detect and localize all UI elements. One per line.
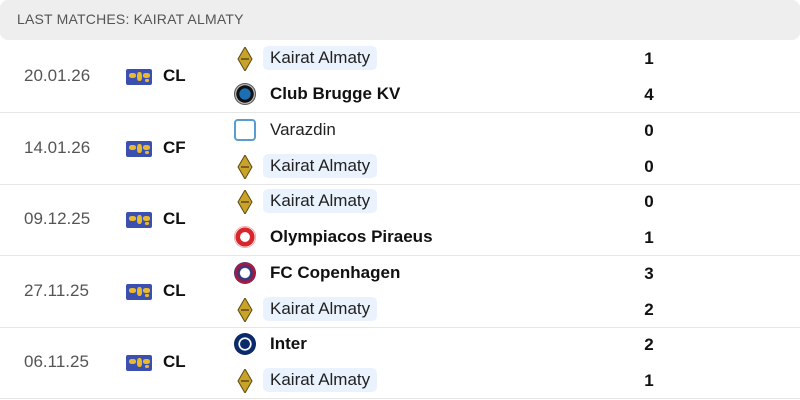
team-name[interactable]: Kairat Almaty — [263, 46, 378, 70]
world-map-icon — [126, 283, 152, 300]
kairat-logo-icon — [234, 368, 256, 395]
team-name[interactable]: Kairat Almaty — [263, 189, 378, 214]
team-score: 1 — [644, 49, 654, 68]
team-home[interactable]: FC Copenhagen 3 — [232, 261, 732, 287]
team-name[interactable]: Varazdin — [270, 119, 336, 139]
team-away[interactable]: Kairat Almaty 2 — [232, 296, 732, 323]
team-away[interactable]: Club Brugge KV 4 — [232, 82, 732, 108]
team-score: 0 — [644, 156, 654, 176]
match-date: 20.01.26 — [24, 66, 91, 85]
team-home[interactable]: Inter 2 — [232, 332, 732, 358]
team-score: 3 — [644, 263, 654, 283]
team-score: 1 — [644, 371, 654, 391]
match-row[interactable]: 06.11.25 CL Inter 2 Kairat Almaty 1 — [0, 327, 800, 400]
team-home[interactable]: Kairat Almaty 0 — [232, 189, 732, 216]
competition-label: CL — [163, 209, 186, 229]
team-name[interactable]: Inter — [270, 334, 307, 354]
match-row[interactable]: 27.11.25 CL FC Copenhagen 3 Kairat Almat… — [0, 256, 800, 328]
team-score: 2 — [644, 335, 654, 355]
team-name[interactable]: Kairat Almaty — [263, 153, 378, 178]
match-date: 27.11.25 — [24, 280, 89, 300]
kairat-logo-icon — [234, 46, 256, 72]
match-row[interactable]: 14.01.26 CF Varazdin 0 Kairat Almaty 0 — [0, 113, 800, 185]
kairat-logo-icon — [234, 296, 256, 323]
team-score: 0 — [644, 192, 654, 212]
team-score: 2 — [644, 299, 654, 319]
varazdin-logo-icon — [234, 118, 256, 141]
team-home[interactable]: Kairat Almaty 1 — [232, 46, 732, 72]
match-date: 09.12.25 — [24, 209, 91, 229]
competition-label: CL — [163, 352, 186, 372]
competition-label: CL — [163, 66, 186, 85]
competition-label: CL — [163, 280, 186, 300]
match-date: 06.11.25 — [24, 352, 89, 372]
olympiacos-logo-icon — [234, 226, 256, 249]
team-name[interactable]: FC Copenhagen — [270, 262, 401, 282]
world-map-icon — [126, 140, 152, 157]
section-header: LAST MATCHES: KAIRAT ALMATY — [0, 0, 800, 40]
team-home[interactable]: Varazdin 0 — [232, 118, 732, 144]
inter-logo-icon — [234, 333, 256, 356]
fc-copenhagen-logo-icon — [234, 261, 256, 284]
match-row[interactable]: 20.01.26 CL Kairat Almaty 1 Club Brugge … — [0, 41, 800, 113]
team-name[interactable]: Kairat Almaty — [263, 368, 378, 393]
team-name[interactable]: Kairat Almaty — [263, 296, 378, 321]
team-away[interactable]: Olympiacos Piraeus 1 — [232, 225, 732, 251]
team-score: 0 — [644, 120, 654, 140]
team-score: 1 — [644, 228, 654, 248]
team-score: 4 — [644, 85, 654, 104]
team-name[interactable]: Club Brugge KV — [270, 84, 401, 103]
kairat-logo-icon — [234, 153, 256, 180]
competition-label: CF — [163, 137, 186, 157]
match-row[interactable]: 09.12.25 CL Kairat Almaty 0 Olympiacos P… — [0, 184, 800, 257]
world-map-icon — [126, 212, 152, 229]
world-map-icon — [126, 69, 152, 85]
world-map-icon — [126, 355, 152, 372]
match-date: 14.01.26 — [24, 137, 91, 157]
club-brugge-logo-icon — [234, 83, 256, 105]
kairat-logo-icon — [234, 189, 256, 216]
team-away[interactable]: Kairat Almaty 0 — [232, 153, 732, 180]
team-name[interactable]: Olympiacos Piraeus — [270, 227, 433, 247]
team-away[interactable]: Kairat Almaty 1 — [232, 368, 732, 395]
